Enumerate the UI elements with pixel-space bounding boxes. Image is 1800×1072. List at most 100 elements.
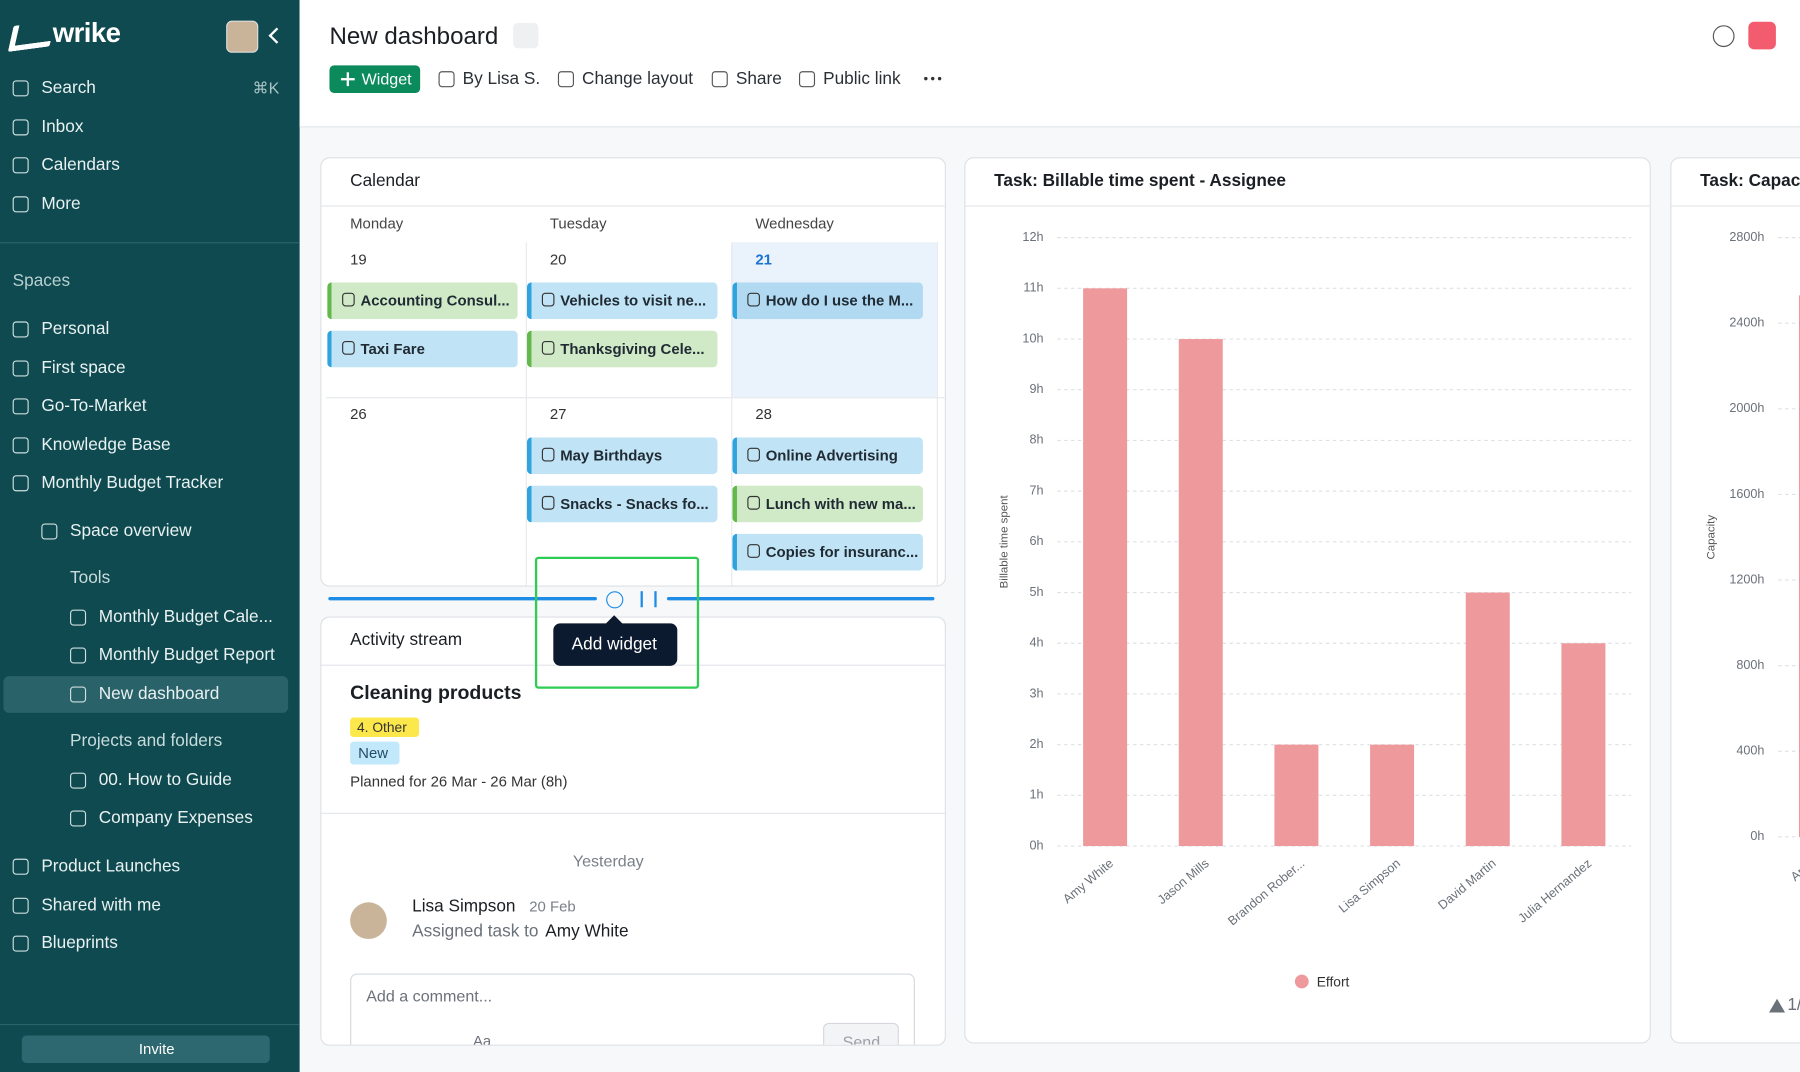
nav-item[interactable]: Calendars: [41, 154, 120, 175]
task-name[interactable]: Cleaning products: [350, 681, 522, 704]
target[interactable]: Amy White: [545, 921, 629, 942]
icon: [541, 340, 555, 355]
icon: [12, 196, 29, 213]
help-button[interactable]: [1712, 25, 1735, 48]
footer-link[interactable]: Shared with me: [41, 895, 161, 915]
space-item[interactable]: First space: [41, 358, 126, 378]
space-item[interactable]: Go-To-Market: [41, 396, 147, 416]
grid-line: [326, 397, 945, 399]
task-title[interactable]: Vehicles to visit ne...: [560, 291, 707, 310]
task-chip[interactable]: Lunch with new ma...: [732, 485, 923, 523]
space-overview[interactable]: Space overview: [70, 521, 192, 541]
icon: [798, 71, 816, 88]
task-chip[interactable]: Accounting Consul...: [327, 282, 518, 320]
bar: [1465, 592, 1510, 847]
task-title[interactable]: Taxi Fare: [360, 340, 425, 358]
y-tick-label: 0h: [1029, 838, 1043, 852]
tag: 4. Other: [357, 719, 407, 736]
header-action[interactable]: Change layout: [582, 68, 694, 89]
y-axis-label: Billable time spent: [998, 494, 1010, 588]
weekday: Tuesday: [549, 214, 607, 233]
task-title[interactable]: Thanksgiving Cele...: [560, 340, 705, 358]
project-item[interactable]: Company Expenses: [98, 808, 253, 828]
task-title[interactable]: May Birthdays: [560, 446, 663, 465]
task-chip[interactable]: May Birthdays: [526, 437, 718, 475]
icon: [12, 119, 29, 136]
nav-item[interactable]: Inbox: [41, 117, 84, 137]
weekday: Wednesday: [755, 214, 834, 233]
widget-button[interactable]: Widget: [329, 65, 421, 93]
pagination-icon: [1769, 998, 1786, 1013]
space-item[interactable]: Monthly Budget Tracker: [41, 472, 224, 493]
dashboard-title: New dashboard: [329, 23, 499, 50]
icon: [12, 475, 29, 492]
task-chip[interactable]: Vehicles to visit ne...: [526, 282, 718, 320]
x-tick-label: Lisa Simpson: [1336, 856, 1403, 915]
y-tick-label: 800h: [1736, 658, 1764, 672]
invite-button[interactable]: Invite: [21, 1035, 270, 1064]
footer-link[interactable]: Product Launches: [41, 856, 181, 876]
space-item[interactable]: Knowledge Base: [41, 435, 171, 455]
search[interactable]: Search: [41, 78, 96, 98]
chip-bg: [531, 282, 718, 320]
send-label[interactable]: Send: [842, 1032, 881, 1046]
icon: [342, 340, 355, 355]
icon: [41, 523, 58, 540]
task-chip[interactable]: Online Advertising: [732, 437, 923, 475]
invite-label[interactable]: Invite: [138, 1040, 175, 1058]
format-button[interactable]: Aa: [472, 1032, 492, 1046]
footer-link[interactable]: Blueprints: [41, 933, 118, 953]
comment-placeholder[interactable]: Add a comment...: [366, 986, 493, 1006]
main-header: [299, 0, 1800, 128]
reorder-icon[interactable]: [640, 591, 657, 608]
divider: [0, 1023, 300, 1026]
tool-item[interactable]: New dashboard: [98, 684, 220, 704]
task-title[interactable]: Copies for insuranc...: [765, 543, 919, 561]
icon: [12, 858, 29, 875]
y-tick-label: 0h: [1750, 829, 1764, 843]
task-chip[interactable]: Taxi Fare: [327, 330, 518, 368]
task-title[interactable]: Lunch with new ma...: [765, 495, 916, 513]
task-title[interactable]: Snacks - Snacks fo...: [560, 495, 709, 513]
pin-button[interactable]: [513, 22, 539, 49]
header-action[interactable]: Public link: [823, 68, 901, 89]
widget-label[interactable]: Widget: [361, 69, 412, 88]
chip-bg: [531, 485, 718, 523]
today-bg: [731, 242, 937, 398]
task-chip[interactable]: Thanksgiving Cele...: [526, 330, 718, 368]
send-button[interactable]: Send: [823, 1022, 899, 1046]
bar: [1274, 744, 1319, 847]
y-tick-label: 8h: [1029, 433, 1043, 447]
bar: [1178, 339, 1223, 847]
x-tick-label: Jason Mills: [1155, 856, 1212, 907]
task-title[interactable]: Online Advertising: [765, 446, 898, 465]
icon: [541, 292, 555, 307]
tool-item[interactable]: Monthly Budget Report: [98, 645, 275, 665]
x-tick-label: David Martin: [1435, 856, 1498, 912]
project-item[interactable]: 00. How to Guide: [98, 770, 232, 790]
task-title[interactable]: How do I use the M...: [765, 291, 914, 310]
header-action[interactable]: Share: [735, 68, 782, 89]
y-tick-label: 1200h: [1729, 572, 1764, 586]
tag-bg: [350, 717, 420, 737]
chip-bg: [531, 330, 718, 368]
widget-title: Task: Billable time spent - Assignee: [994, 171, 1287, 191]
task-chip[interactable]: How do I use the M...: [732, 282, 923, 320]
chip-bg: [331, 282, 518, 320]
x-tick-label: Julia Hernandez: [1516, 856, 1595, 925]
nav-item[interactable]: More: [41, 194, 81, 214]
section-title: Spaces: [12, 270, 71, 291]
tag-bg: [350, 741, 400, 765]
header-action[interactable]: By Lisa S.: [462, 68, 541, 89]
icon: [70, 609, 87, 626]
add-icon[interactable]: [606, 591, 624, 609]
add-button[interactable]: [1748, 21, 1776, 50]
task-chip[interactable]: Copies for insuranc...: [732, 533, 923, 571]
tool-item[interactable]: Monthly Budget Cale...: [98, 607, 273, 627]
comment-box[interactable]: Add a comment... Aa Send: [350, 973, 915, 1045]
task-chip[interactable]: Snacks - Snacks fo...: [526, 485, 718, 523]
task-title[interactable]: Accounting Consul...: [360, 291, 510, 310]
space-item[interactable]: Personal: [41, 319, 110, 339]
widget-title: Task: Capaci: [1700, 171, 1800, 191]
